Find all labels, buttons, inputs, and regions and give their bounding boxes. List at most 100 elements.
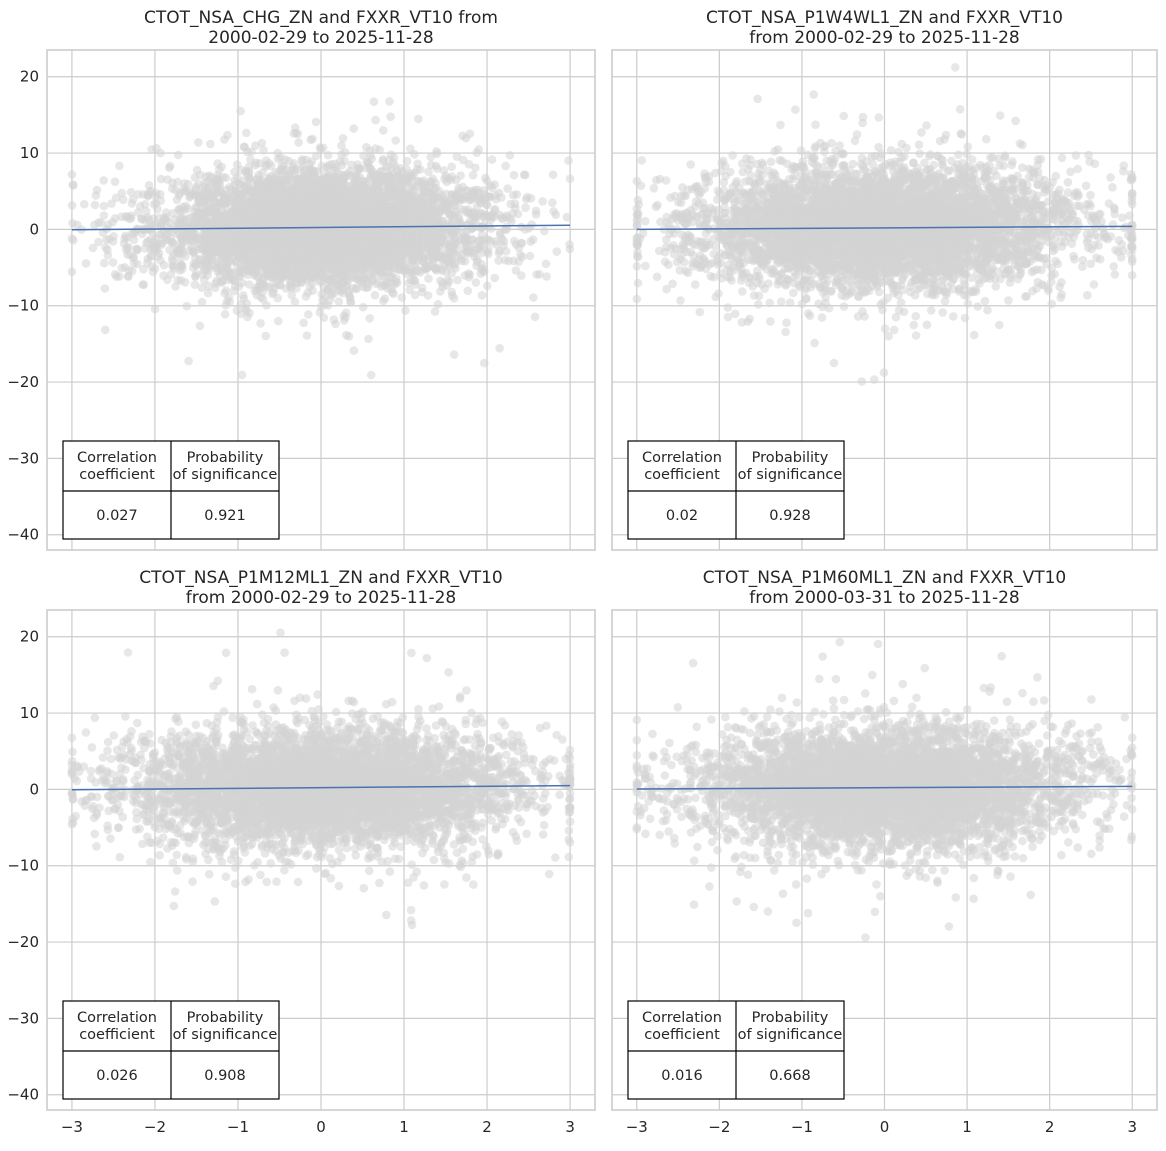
scatter-point [174, 276, 183, 285]
scatter-point [337, 141, 346, 150]
scatter-point [259, 146, 268, 155]
scatter-point [549, 170, 558, 179]
scatter-point [342, 331, 351, 340]
scatter-point [424, 274, 433, 283]
scatter-point [403, 157, 412, 166]
scatter-point [197, 260, 206, 269]
scatter-point [506, 151, 515, 160]
scatter-point [156, 256, 165, 265]
scatter-point [349, 124, 358, 133]
scatter-point [285, 272, 294, 281]
scatter-point [480, 359, 489, 368]
scatter-point [139, 280, 148, 289]
scatter-point [471, 186, 480, 195]
scatter-point [480, 213, 489, 222]
scatter-point [522, 195, 531, 204]
scatter-point [174, 151, 183, 160]
scatter-point [359, 303, 368, 312]
scatter-point [472, 148, 481, 157]
scatter-point [165, 218, 174, 227]
scatter-point [370, 97, 379, 106]
scatter-point [109, 232, 118, 241]
scatter-point [122, 212, 131, 221]
scatter-point [101, 326, 110, 335]
scatter-point [563, 213, 572, 222]
scatter-point [292, 284, 301, 293]
scatter-point [324, 151, 333, 160]
scatter-point [125, 266, 134, 275]
scatter-point [274, 317, 283, 326]
scatter-point [350, 194, 359, 203]
scatter-point [509, 191, 518, 200]
scatter-point [301, 275, 310, 284]
scatter-point [153, 205, 162, 214]
scatter-point [68, 219, 77, 228]
scatter-point [137, 214, 146, 223]
scatter-point [431, 307, 440, 316]
scatter-point [100, 259, 109, 268]
scatter-point [221, 310, 230, 319]
scatter-point [198, 298, 207, 307]
scatter-point [118, 189, 127, 198]
scatter-point [149, 268, 158, 277]
scatter-point [453, 276, 462, 285]
scatter-point [296, 198, 305, 207]
scatter-point [518, 239, 527, 248]
scatter-point [398, 293, 407, 302]
scatter-point [499, 241, 508, 250]
scatter-point [290, 165, 299, 174]
scatter-point [451, 245, 460, 254]
scatter-point [303, 331, 312, 340]
scatter-point [377, 167, 386, 176]
scatter-point [538, 197, 547, 206]
scatter-point [213, 159, 222, 168]
scatter-point [411, 277, 420, 286]
scatter-point [308, 286, 317, 295]
scatter-point [273, 149, 282, 158]
scatter-point [111, 177, 120, 186]
scatter-point [115, 162, 124, 171]
scatter-point [371, 291, 380, 300]
scatter-point [386, 112, 395, 121]
scatter-point [369, 199, 378, 208]
scatter-point [365, 314, 374, 323]
scatter-point [223, 131, 232, 140]
scatter-point [294, 138, 303, 147]
scatter-point [117, 264, 126, 273]
scatter-point [426, 215, 435, 224]
scatter-point [259, 295, 268, 304]
scatter-point [89, 244, 98, 253]
scatter-point [488, 155, 497, 164]
scatter-point [463, 248, 472, 257]
scatter-point [112, 272, 121, 281]
scatter-point [281, 228, 290, 237]
scatter-point [306, 136, 315, 145]
scatter-point [453, 152, 462, 161]
scatter-point [414, 115, 423, 124]
scatter-point [351, 271, 360, 280]
scatter-point [488, 184, 497, 193]
scatter-point [542, 260, 551, 269]
scatter-point [69, 181, 78, 190]
scatter-point [247, 147, 256, 156]
scatter-point [192, 269, 201, 278]
scatter-point [69, 236, 78, 245]
scatter-point [91, 201, 100, 210]
scatter-point [401, 306, 410, 315]
scatter-point [424, 206, 433, 215]
scatter-point [495, 344, 504, 353]
scatter-point [155, 249, 164, 258]
scatter-point [367, 371, 376, 380]
scatter-point [529, 293, 538, 302]
scatter-point [136, 202, 145, 211]
scatter-point [282, 165, 291, 174]
scatter-point [308, 157, 317, 166]
scatter-point [426, 237, 435, 246]
scatter-point [238, 371, 247, 380]
scatter-point [473, 196, 482, 205]
scatter-point [521, 171, 530, 180]
scatter-point [294, 130, 303, 139]
scatter-point [390, 280, 399, 289]
scatter-point [191, 233, 200, 242]
scatter-point [133, 246, 142, 255]
